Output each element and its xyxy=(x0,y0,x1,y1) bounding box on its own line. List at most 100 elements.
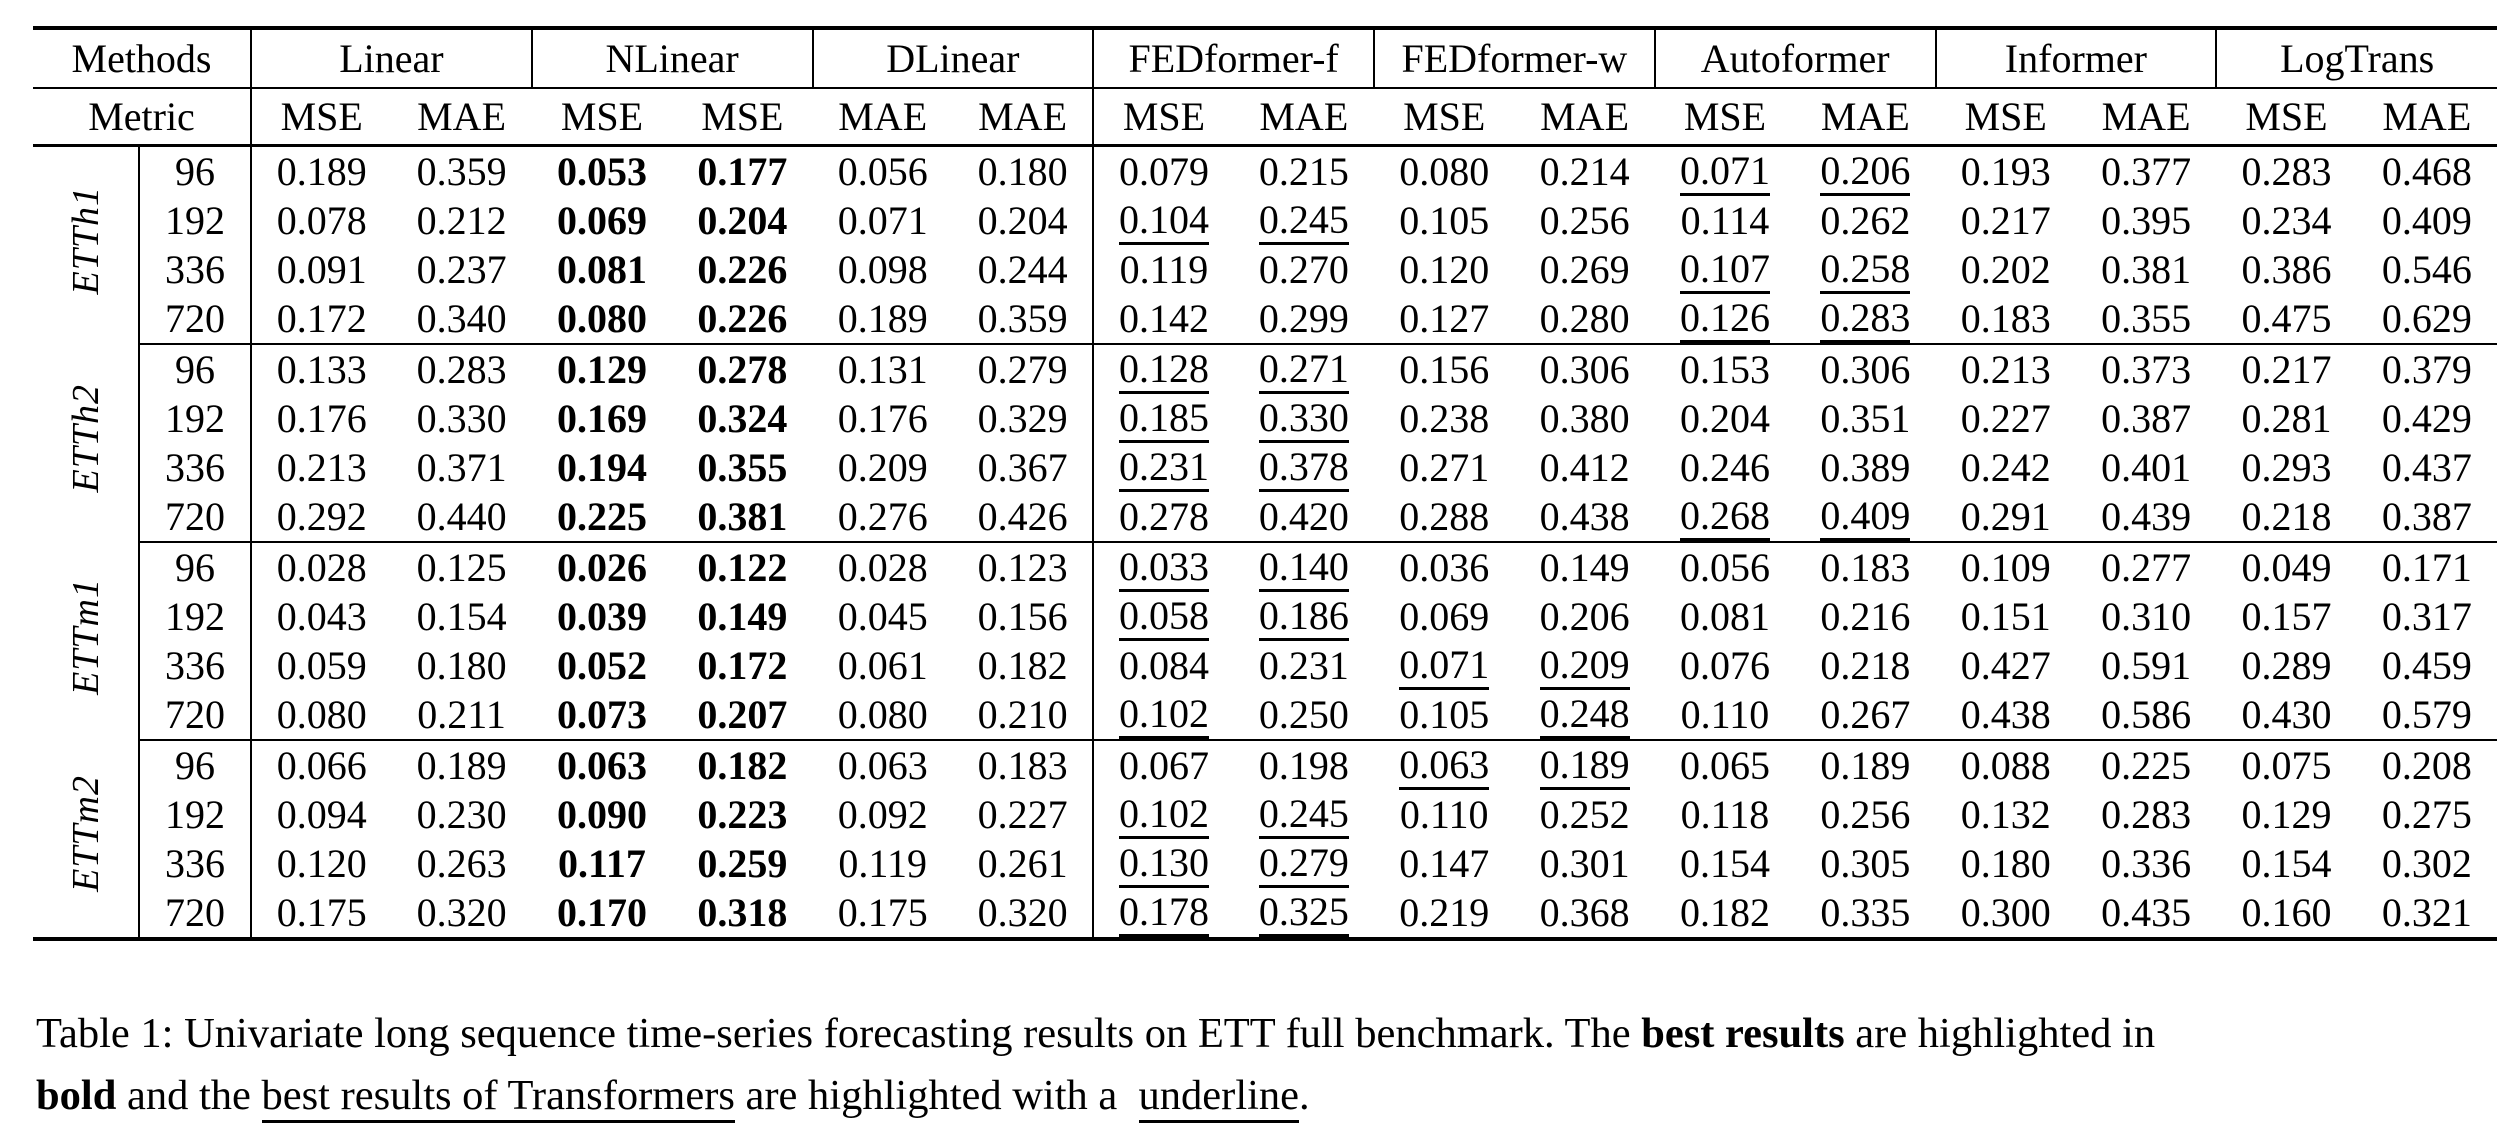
data-cell: 0.175 xyxy=(812,888,953,940)
horizon-cell: 192 xyxy=(139,790,252,839)
data-cell: 0.183 xyxy=(977,743,1068,788)
data-cell: 0.033 xyxy=(1092,542,1234,592)
data-cell: 0.073 xyxy=(531,690,673,741)
data-cell: 0.230 xyxy=(416,792,507,837)
table-row-ettm2-96: ETTm2 96 0.066 0.189 0.063 0.182 0.063 0.183 0.0… xyxy=(33,740,2497,939)
metric-header-cell: MAE xyxy=(2356,88,2497,147)
data-cell: 0.336 xyxy=(2101,841,2192,886)
data-cell: 0.172 xyxy=(697,643,788,688)
underlined-value: 0.279 xyxy=(1258,842,1349,888)
data-cell: 0.218 xyxy=(1820,643,1911,688)
data-cell: 0.245 xyxy=(1234,196,1374,245)
data-cell: 0.131 xyxy=(837,347,928,392)
data-cell: 0.189 xyxy=(1514,740,1654,790)
data-cell: 0.217 xyxy=(2241,347,2332,392)
data-cell: 0.250 xyxy=(1233,690,1374,741)
data-cell: 0.065 xyxy=(1679,743,1770,788)
underlined-value: 0.330 xyxy=(1258,397,1349,443)
data-cell: 0.208 xyxy=(2381,743,2472,788)
underlined-value: 0.258 xyxy=(1820,248,1911,294)
data-cell: 0.094 xyxy=(276,792,367,837)
data-cell: 0.283 xyxy=(416,347,507,392)
data-cell: 0.069 xyxy=(1399,594,1490,639)
data-cell: 0.310 xyxy=(2101,594,2192,639)
data-cell: 0.178 xyxy=(1092,888,1234,940)
metric-header-row: Metric MSE MAE MSE MSE MAE MAE MSE MAE MSE MAE MSE… xyxy=(33,88,2497,147)
underlined-value: 0.189 xyxy=(1539,744,1630,790)
data-cell: 0.226 xyxy=(697,247,788,292)
data-cell: 0.302 xyxy=(2381,841,2472,886)
metric-header-cell: MSE xyxy=(1374,88,1515,147)
method-group-informer: Informer xyxy=(1934,28,2217,89)
data-cell: 0.076 xyxy=(1679,643,1770,688)
data-cell: 0.381 xyxy=(2101,247,2192,292)
data-cell: 0.206 xyxy=(1795,146,1935,196)
data-cell: 0.063 xyxy=(556,743,647,788)
data-cell: 0.107 xyxy=(1655,245,1795,294)
data-cell: 0.172 xyxy=(251,294,392,345)
underlined-value: 0.058 xyxy=(1118,595,1209,641)
data-cell: 0.438 xyxy=(1514,492,1655,543)
data-cell: 0.075 xyxy=(2241,743,2332,788)
data-cell: 0.409 xyxy=(1795,492,1936,543)
data-cell: 0.330 xyxy=(1234,394,1374,443)
data-cell: 0.080 xyxy=(531,294,673,345)
data-cell: 0.149 xyxy=(697,594,788,639)
dataset-label-ettm2: ETTm2 xyxy=(33,740,140,939)
data-cell: 0.114 xyxy=(1680,198,1770,243)
data-cell: 0.227 xyxy=(1960,396,2051,441)
method-group-fedformer-f: FEDformer-f xyxy=(1092,28,1374,89)
data-cell: 0.043 xyxy=(276,594,367,639)
table-row-etth1-720: 720 0.172 0.340 0.080 0.226 0.189 0.359 0.142 0.… xyxy=(33,294,2497,345)
data-cell: 0.237 xyxy=(416,247,507,292)
data-cell: 0.263 xyxy=(416,841,507,886)
data-cell: 0.156 xyxy=(977,594,1068,639)
data-cell: 0.183 xyxy=(1820,545,1911,590)
data-cell: 0.175 xyxy=(251,888,392,940)
data-cell: 0.246 xyxy=(1679,445,1770,490)
dataset-rotated-text: ETTm2 xyxy=(64,775,107,892)
metric-corner-label: Metric xyxy=(33,88,251,147)
data-cell: 0.092 xyxy=(837,792,928,837)
data-cell: 0.546 xyxy=(2381,247,2472,292)
table-caption: Table 1: Univariate long sequence time-s… xyxy=(36,1003,2481,1127)
data-cell: 0.216 xyxy=(1820,594,1911,639)
horizon-cell: 720 xyxy=(139,294,252,345)
table-row-ettm2-192: 192 0.094 0.230 0.090 0.223 0.092 0.227 0.102 0.… xyxy=(33,790,2497,839)
underlined-value: 0.107 xyxy=(1679,248,1770,294)
data-cell: 0.387 xyxy=(2101,396,2192,441)
data-cell: 0.160 xyxy=(2216,888,2357,940)
metric-header-cell: MSE xyxy=(1092,88,1234,147)
method-group-logtrans: LogTrans xyxy=(2215,28,2497,89)
data-cell: 0.063 xyxy=(1374,740,1514,790)
data-cell: 0.171 xyxy=(2381,545,2472,590)
data-cell: 0.335 xyxy=(1795,888,1936,940)
data-cell: 0.119 xyxy=(1092,245,1234,294)
data-cell: 0.281 xyxy=(2241,396,2332,441)
data-cell: 0.259 xyxy=(697,841,788,886)
data-cell: 0.305 xyxy=(1820,841,1911,886)
data-cell: 0.420 xyxy=(1233,492,1374,543)
data-cell: 0.193 xyxy=(1960,149,2051,194)
underlined-value: 0.325 xyxy=(1258,891,1349,937)
data-cell: 0.278 xyxy=(697,347,788,392)
data-cell: 0.278 xyxy=(1092,492,1234,543)
data-cell: 0.081 xyxy=(1679,594,1770,639)
data-cell: 0.299 xyxy=(1233,294,1374,345)
data-cell: 0.586 xyxy=(2075,690,2217,741)
table-row-ettm1-720: 720 0.080 0.211 0.073 0.207 0.080 0.210 0.102 0.… xyxy=(33,690,2497,741)
data-cell: 0.133 xyxy=(276,347,367,392)
data-cell: 0.325 xyxy=(1233,888,1374,940)
data-cell: 0.238 xyxy=(1399,396,1490,441)
data-cell: 0.149 xyxy=(1539,545,1630,590)
metric-header-cell: MSE xyxy=(531,88,673,147)
data-cell: 0.317 xyxy=(2381,594,2472,639)
dataset-rotated-text: ETTh2 xyxy=(64,383,107,493)
metric-header-cell: MSE xyxy=(1654,88,1796,147)
data-cell: 0.109 xyxy=(1960,545,2051,590)
metric-header-cell: MAE xyxy=(1233,88,1374,147)
data-cell: 0.320 xyxy=(952,888,1094,940)
data-cell: 0.185 xyxy=(1092,394,1234,443)
data-cell: 0.371 xyxy=(416,445,507,490)
